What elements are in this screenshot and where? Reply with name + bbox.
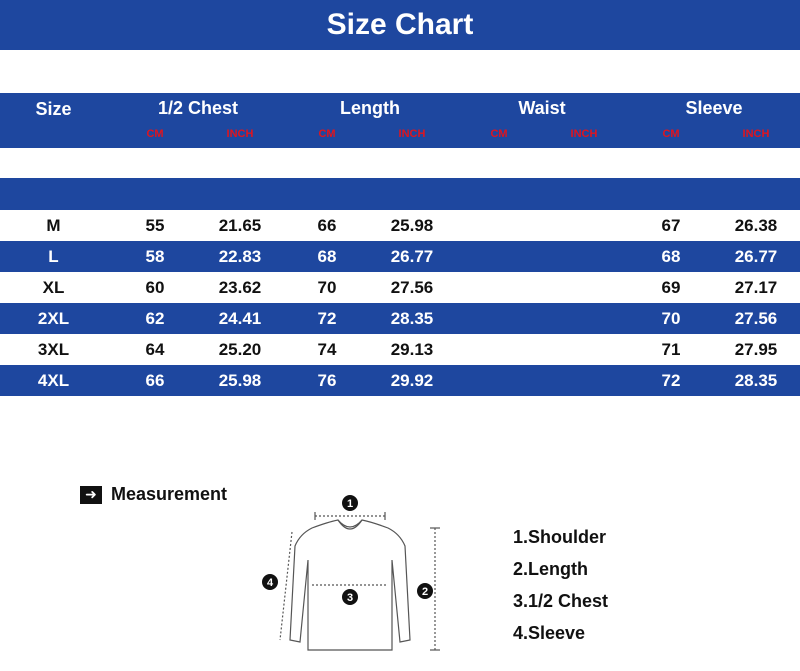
unit-cm: CM <box>146 128 164 140</box>
cell-sleeve-inch: 27.56 <box>734 309 778 328</box>
header-sleeve: Sleeve <box>685 98 743 118</box>
cell-sleeve-cm: 70 <box>661 309 681 328</box>
cell-length-cm: 70 <box>317 278 337 297</box>
legend-length: 2.Length <box>513 559 588 579</box>
cell-sleeve-cm: 72 <box>661 371 681 390</box>
svg-text:1: 1 <box>347 498 353 510</box>
measurement-legend: 1.Shoulder 2.Length 3.1/2 Chest 4.Sleeve <box>513 526 608 654</box>
measurement-title: Measurement <box>111 484 228 504</box>
cell-waist-cm <box>464 241 534 272</box>
table-row: 4XL 66 25.98 76 29.92 72 28.35 <box>0 365 800 396</box>
unit-inch: INCH <box>226 128 254 140</box>
cell-waist-inch <box>544 241 624 272</box>
header-waist: Waist <box>518 98 566 118</box>
header-length: Length <box>340 98 400 118</box>
sleeve-line <box>279 531 293 641</box>
shirt-diagram: 1 2 3 4 <box>262 495 440 651</box>
cell-sleeve-cm: 69 <box>661 278 681 297</box>
cell-sleeve-inch: 27.95 <box>734 340 778 359</box>
cell-size: L <box>48 247 59 266</box>
collar <box>337 519 363 530</box>
svg-text:2: 2 <box>422 586 428 598</box>
cell-size: 3XL <box>37 340 70 359</box>
cell-size: XL <box>42 278 65 297</box>
cell-length-inch: 29.13 <box>390 340 434 359</box>
cell-sleeve-inch: 27.17 <box>734 278 778 297</box>
cell-chest-cm: 64 <box>145 340 165 359</box>
header-chest: 1/2 Chest <box>157 98 239 118</box>
cell-waist-inch <box>544 210 624 241</box>
legend-chest: 3.1/2 Chest <box>513 591 609 611</box>
marker-1: 1 <box>342 495 358 511</box>
svg-text:3: 3 <box>347 592 353 604</box>
cell-length-cm: 68 <box>317 247 337 266</box>
cell-length-cm: 66 <box>317 216 337 235</box>
cell-chest-cm: 62 <box>145 309 165 328</box>
shirt-outline <box>289 519 411 651</box>
cell-waist-cm <box>464 334 534 365</box>
cell-length-inch: 28.35 <box>390 309 434 328</box>
cell-length-cm: 76 <box>317 371 337 390</box>
cell-waist-inch <box>544 272 624 303</box>
marker-2: 2 <box>417 583 433 599</box>
cell-size: M <box>46 216 61 235</box>
header-size: Size <box>35 99 72 119</box>
spacer-band <box>0 178 800 210</box>
cell-sleeve-cm: 68 <box>661 247 681 266</box>
cell-waist-cm <box>464 365 534 396</box>
cell-waist-cm <box>464 210 534 241</box>
cell-waist-inch <box>544 334 624 365</box>
unit-cm: CM <box>318 128 336 140</box>
unit-inch: INCH <box>742 128 770 140</box>
cell-waist-inch <box>544 365 624 396</box>
legend-sleeve: 4.Sleeve <box>513 623 586 643</box>
cell-chest-cm: 58 <box>145 247 165 266</box>
arrow-right-icon: ➜ <box>80 485 102 504</box>
cell-waist-inch <box>544 303 624 334</box>
cell-sleeve-inch: 26.38 <box>734 216 778 235</box>
marker-3: 3 <box>342 589 358 605</box>
svg-text:4: 4 <box>267 577 274 589</box>
cell-length-cm: 74 <box>317 340 337 359</box>
cell-chest-inch: 23.62 <box>218 278 262 297</box>
marker-4: 4 <box>262 574 278 590</box>
cell-size: 2XL <box>37 309 70 328</box>
table-row: XL 60 23.62 70 27.56 69 27.17 <box>0 272 800 303</box>
table-row: 2XL 62 24.41 72 28.35 70 27.56 <box>0 303 800 334</box>
table-row: L 58 22.83 68 26.77 68 26.77 <box>0 241 800 272</box>
cell-chest-inch: 22.83 <box>218 247 262 266</box>
cell-waist-cm <box>464 272 534 303</box>
cell-sleeve-inch: 26.77 <box>734 247 778 266</box>
cell-length-cm: 72 <box>317 309 337 328</box>
table-row: M 55 21.65 66 25.98 67 26.38 <box>0 210 800 241</box>
cell-waist-cm <box>464 303 534 334</box>
cell-sleeve-cm: 71 <box>661 340 681 359</box>
unit-cm: CM <box>490 128 508 140</box>
measurement-heading: ➜ Measurement <box>80 484 227 505</box>
cell-chest-cm: 60 <box>145 278 165 297</box>
size-chart-title: Size Chart <box>0 0 800 50</box>
cell-sleeve-cm: 67 <box>661 216 681 235</box>
cell-chest-inch: 24.41 <box>218 309 262 328</box>
legend-shoulder: 1.Shoulder <box>513 527 607 547</box>
cell-chest-inch: 25.98 <box>218 371 262 390</box>
unit-inch: INCH <box>570 128 598 140</box>
cell-length-inch: 27.56 <box>390 278 434 297</box>
cell-chest-inch: 21.65 <box>218 216 262 235</box>
table-row: 3XL 64 25.20 74 29.13 71 27.95 <box>0 334 800 365</box>
unit-inch: INCH <box>398 128 426 140</box>
table-header: Size 1/2 Chest Length Waist Sleeve CM IN… <box>0 93 800 148</box>
cell-sleeve-inch: 28.35 <box>734 371 778 390</box>
unit-cm: CM <box>662 128 680 140</box>
cell-length-inch: 26.77 <box>390 247 434 266</box>
cell-chest-inch: 25.20 <box>218 340 262 359</box>
cell-chest-cm: 55 <box>145 216 165 235</box>
cell-length-inch: 25.98 <box>390 216 434 235</box>
cell-chest-cm: 66 <box>145 371 165 390</box>
cell-size: 4XL <box>37 371 70 390</box>
cell-length-inch: 29.92 <box>390 371 434 390</box>
